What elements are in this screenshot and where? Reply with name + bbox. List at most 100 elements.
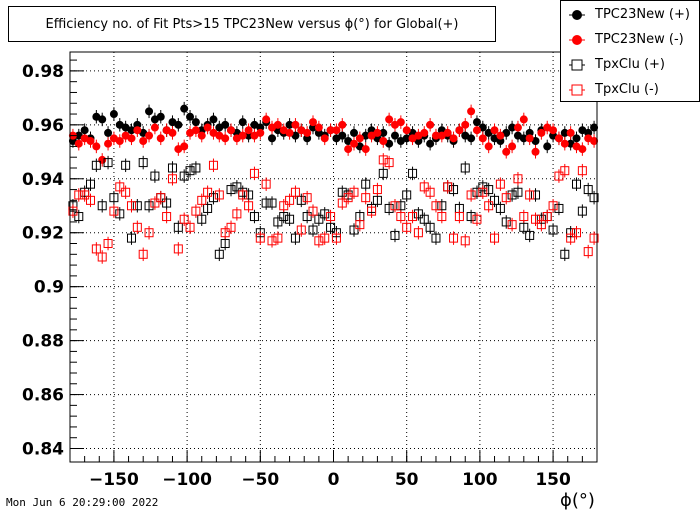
data-point	[191, 118, 200, 127]
data-point	[168, 128, 177, 137]
x-tick-label: 50	[395, 470, 419, 490]
data-point	[138, 249, 148, 259]
data-point	[167, 174, 177, 184]
data-point	[572, 134, 581, 143]
data-point	[449, 233, 459, 243]
legend-label: TpxClu (+)	[595, 57, 665, 72]
data-point	[472, 126, 481, 135]
data-point	[367, 206, 377, 216]
data-point	[197, 131, 206, 140]
y-tick-label: 0.94	[22, 170, 64, 190]
data-point	[127, 126, 136, 135]
data-point	[344, 145, 353, 154]
data-point	[80, 190, 90, 200]
data-point	[373, 128, 382, 137]
data-point	[197, 195, 207, 205]
data-point	[261, 198, 271, 208]
data-point	[338, 131, 347, 140]
data-point	[133, 126, 142, 135]
data-point	[156, 134, 165, 143]
data-point	[396, 118, 405, 127]
data-point	[156, 193, 166, 203]
data-point	[572, 228, 582, 238]
data-point	[501, 193, 511, 203]
data-point	[308, 225, 318, 235]
data-point	[478, 187, 488, 197]
data-point	[144, 228, 154, 238]
data-point	[285, 195, 295, 205]
data-point	[460, 236, 470, 246]
axes	[69, 59, 598, 462]
data-point	[98, 155, 107, 164]
data-point	[97, 252, 107, 262]
data-point	[273, 217, 283, 227]
data-point	[337, 187, 347, 197]
data-point	[185, 166, 195, 176]
data-point	[255, 233, 265, 243]
data-point	[273, 233, 283, 243]
data-point	[419, 214, 429, 224]
data-point	[273, 120, 282, 129]
data-point	[443, 128, 452, 137]
data-point	[285, 128, 294, 137]
data-point	[85, 179, 95, 189]
y-tick-label: 0.92	[22, 224, 64, 244]
data-point	[519, 115, 528, 124]
timestamp-footer: Mon Jun 6 20:29:00 2022	[6, 496, 159, 509]
data-point	[466, 212, 476, 222]
grid-lines	[70, 52, 597, 462]
data-point	[238, 131, 247, 140]
data-point	[467, 107, 476, 116]
data-point	[173, 244, 183, 254]
data-point	[214, 190, 224, 200]
data-point	[437, 201, 447, 211]
data-point	[361, 145, 370, 154]
data-point	[126, 233, 136, 243]
data-point	[496, 131, 505, 140]
data-point	[115, 209, 125, 219]
x-tick-label: 100	[462, 470, 498, 490]
data-point	[560, 128, 569, 137]
data-point	[74, 139, 83, 148]
data-point	[320, 134, 329, 143]
data-point	[268, 134, 277, 143]
data-point	[402, 190, 412, 200]
data-point	[566, 233, 576, 243]
data-point	[208, 160, 218, 170]
data-point	[384, 203, 394, 213]
data-point	[583, 185, 593, 195]
data-point	[98, 115, 107, 124]
legend-entry-tpxclu-minus: TpxClu (-)	[561, 78, 700, 102]
data-point	[332, 126, 341, 135]
data-point	[109, 110, 118, 119]
data-point	[326, 212, 336, 222]
filled-circle-black-marker-icon	[569, 10, 585, 20]
data-point	[238, 190, 248, 200]
data-point	[338, 120, 347, 129]
data-point	[508, 123, 517, 132]
data-point	[560, 139, 569, 148]
data-point	[296, 225, 306, 235]
data-point	[361, 179, 371, 189]
data-point	[490, 126, 499, 135]
data-point	[420, 128, 429, 137]
data-point	[525, 230, 535, 240]
data-point	[85, 195, 95, 205]
data-point	[86, 137, 95, 146]
data-point	[174, 120, 183, 129]
data-point	[221, 120, 230, 129]
data-point	[372, 195, 382, 205]
data-point	[566, 228, 576, 238]
data-point	[378, 168, 388, 178]
open-square-red-marker-icon	[569, 84, 585, 96]
data-point	[583, 247, 593, 257]
data-point	[103, 239, 113, 249]
data-point	[472, 187, 482, 197]
data-point	[167, 163, 177, 173]
data-point	[490, 233, 500, 243]
data-point	[227, 126, 236, 135]
data-point	[226, 185, 236, 195]
data-point	[104, 128, 113, 137]
data-point	[244, 190, 254, 200]
data-point	[185, 222, 195, 232]
